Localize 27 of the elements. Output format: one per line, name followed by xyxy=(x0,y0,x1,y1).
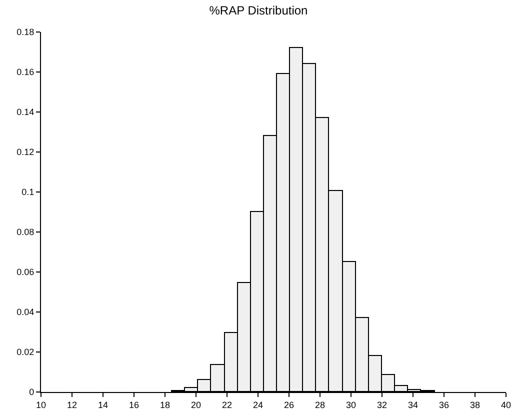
y-tick-label: 0 xyxy=(29,387,34,398)
x-tick-label: 12 xyxy=(66,400,78,410)
x-tick-label: 34 xyxy=(408,400,418,410)
x-tick-label: 40 xyxy=(500,400,512,410)
x-tick-label: 38 xyxy=(470,400,480,410)
x-tick-label: 26 xyxy=(284,400,294,410)
x-tick-label: 30 xyxy=(346,400,356,410)
y-tick-label: 0.06 xyxy=(16,267,34,278)
x-tick-label: 16 xyxy=(128,400,140,410)
x-tick-label: 14 xyxy=(98,400,108,410)
y-tick-label: 0.1 xyxy=(22,187,34,198)
y-tick-label: 0.12 xyxy=(16,147,34,158)
x-tick-label: 28 xyxy=(314,400,326,410)
x-tick-label: 18 xyxy=(160,400,170,410)
y-tick-label: 0.16 xyxy=(16,67,34,78)
y-tick-label: 0.14 xyxy=(16,107,34,118)
y-tick-label: 0.04 xyxy=(16,307,34,318)
x-tick-label: 36 xyxy=(438,400,450,410)
x-tick-label: 32 xyxy=(376,400,388,410)
y-tick-label: 0.18 xyxy=(16,27,34,38)
y-tick-label: 0.02 xyxy=(16,347,34,358)
chart-title: %RAP Distribution xyxy=(209,4,308,18)
y-tick-label: 0.08 xyxy=(16,227,34,238)
x-tick-label: 20 xyxy=(190,400,202,410)
x-tick-label: 24 xyxy=(252,400,264,410)
x-tick-label: 10 xyxy=(36,400,46,410)
x-tick-label: 22 xyxy=(222,400,232,410)
